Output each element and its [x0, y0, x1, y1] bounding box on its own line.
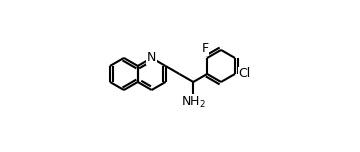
Text: N: N	[147, 51, 156, 64]
Text: F: F	[202, 42, 209, 55]
Text: NH$_2$: NH$_2$	[181, 95, 206, 110]
Text: Cl: Cl	[238, 67, 250, 80]
